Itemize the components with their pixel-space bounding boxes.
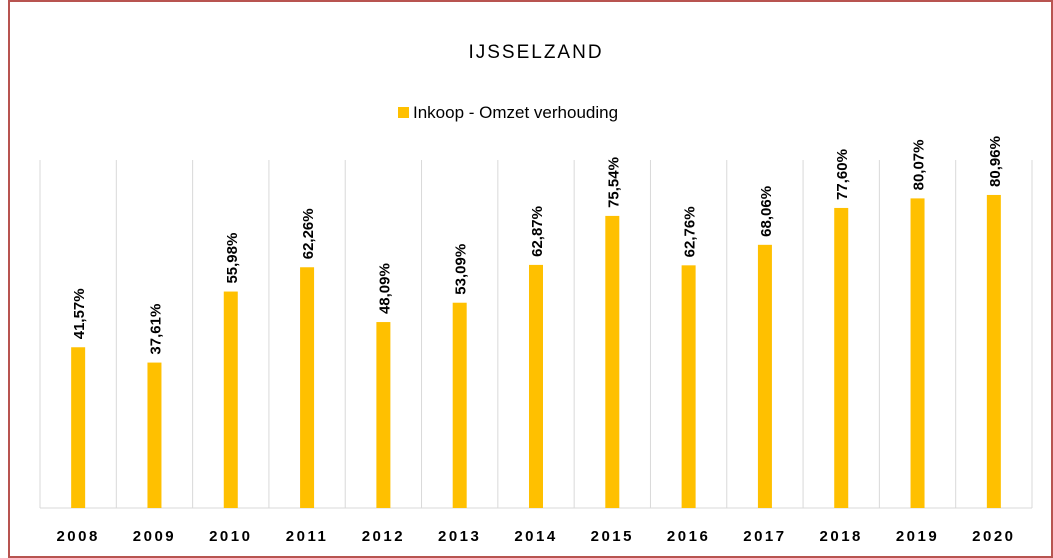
x-tick-label: 2017 [743, 528, 786, 545]
bar [834, 207, 849, 509]
x-tick-label: 2019 [896, 528, 939, 545]
data-label: 62,76% [682, 206, 699, 257]
bar [605, 215, 620, 509]
data-label: 62,87% [529, 206, 546, 257]
bar [147, 362, 162, 508]
data-label: 48,09% [376, 263, 393, 314]
x-tick-label: 2012 [362, 528, 405, 545]
x-tick-label: 2008 [56, 528, 99, 545]
bar [986, 194, 1001, 509]
data-label: 53,09% [453, 244, 470, 295]
x-tick-label: 2020 [972, 528, 1015, 545]
data-label: 68,06% [758, 186, 775, 237]
data-label: 37,61% [147, 304, 164, 355]
data-label: 41,57% [71, 288, 88, 339]
x-tick-label: 2013 [438, 528, 481, 545]
x-tick-label: 2010 [209, 528, 252, 545]
bar [681, 265, 696, 508]
x-tick-label: 2014 [514, 528, 557, 545]
x-tick-label: 2009 [133, 528, 176, 545]
x-tick-label: 2016 [667, 528, 710, 545]
data-label: 80,07% [911, 140, 928, 191]
bar [223, 291, 238, 508]
bar [300, 267, 315, 508]
x-tick-label: 2018 [820, 528, 863, 545]
data-label: 80,96% [987, 136, 1004, 187]
data-label: 75,54% [605, 157, 622, 208]
bar [71, 347, 86, 508]
data-label: 62,26% [300, 208, 317, 259]
bar [452, 302, 467, 508]
x-tick-label: 2011 [286, 528, 329, 545]
x-tick-label: 2015 [591, 528, 634, 545]
legend-label: Inkoop - Omzet verhouding [413, 103, 618, 122]
legend-swatch [398, 107, 409, 118]
bar [757, 244, 772, 509]
bar [376, 322, 391, 508]
chart-title: IJSSELZAND [468, 42, 603, 63]
bar [910, 198, 925, 508]
data-label: 55,98% [224, 233, 241, 284]
data-label: 77,60% [834, 149, 851, 200]
bar [529, 264, 543, 508]
